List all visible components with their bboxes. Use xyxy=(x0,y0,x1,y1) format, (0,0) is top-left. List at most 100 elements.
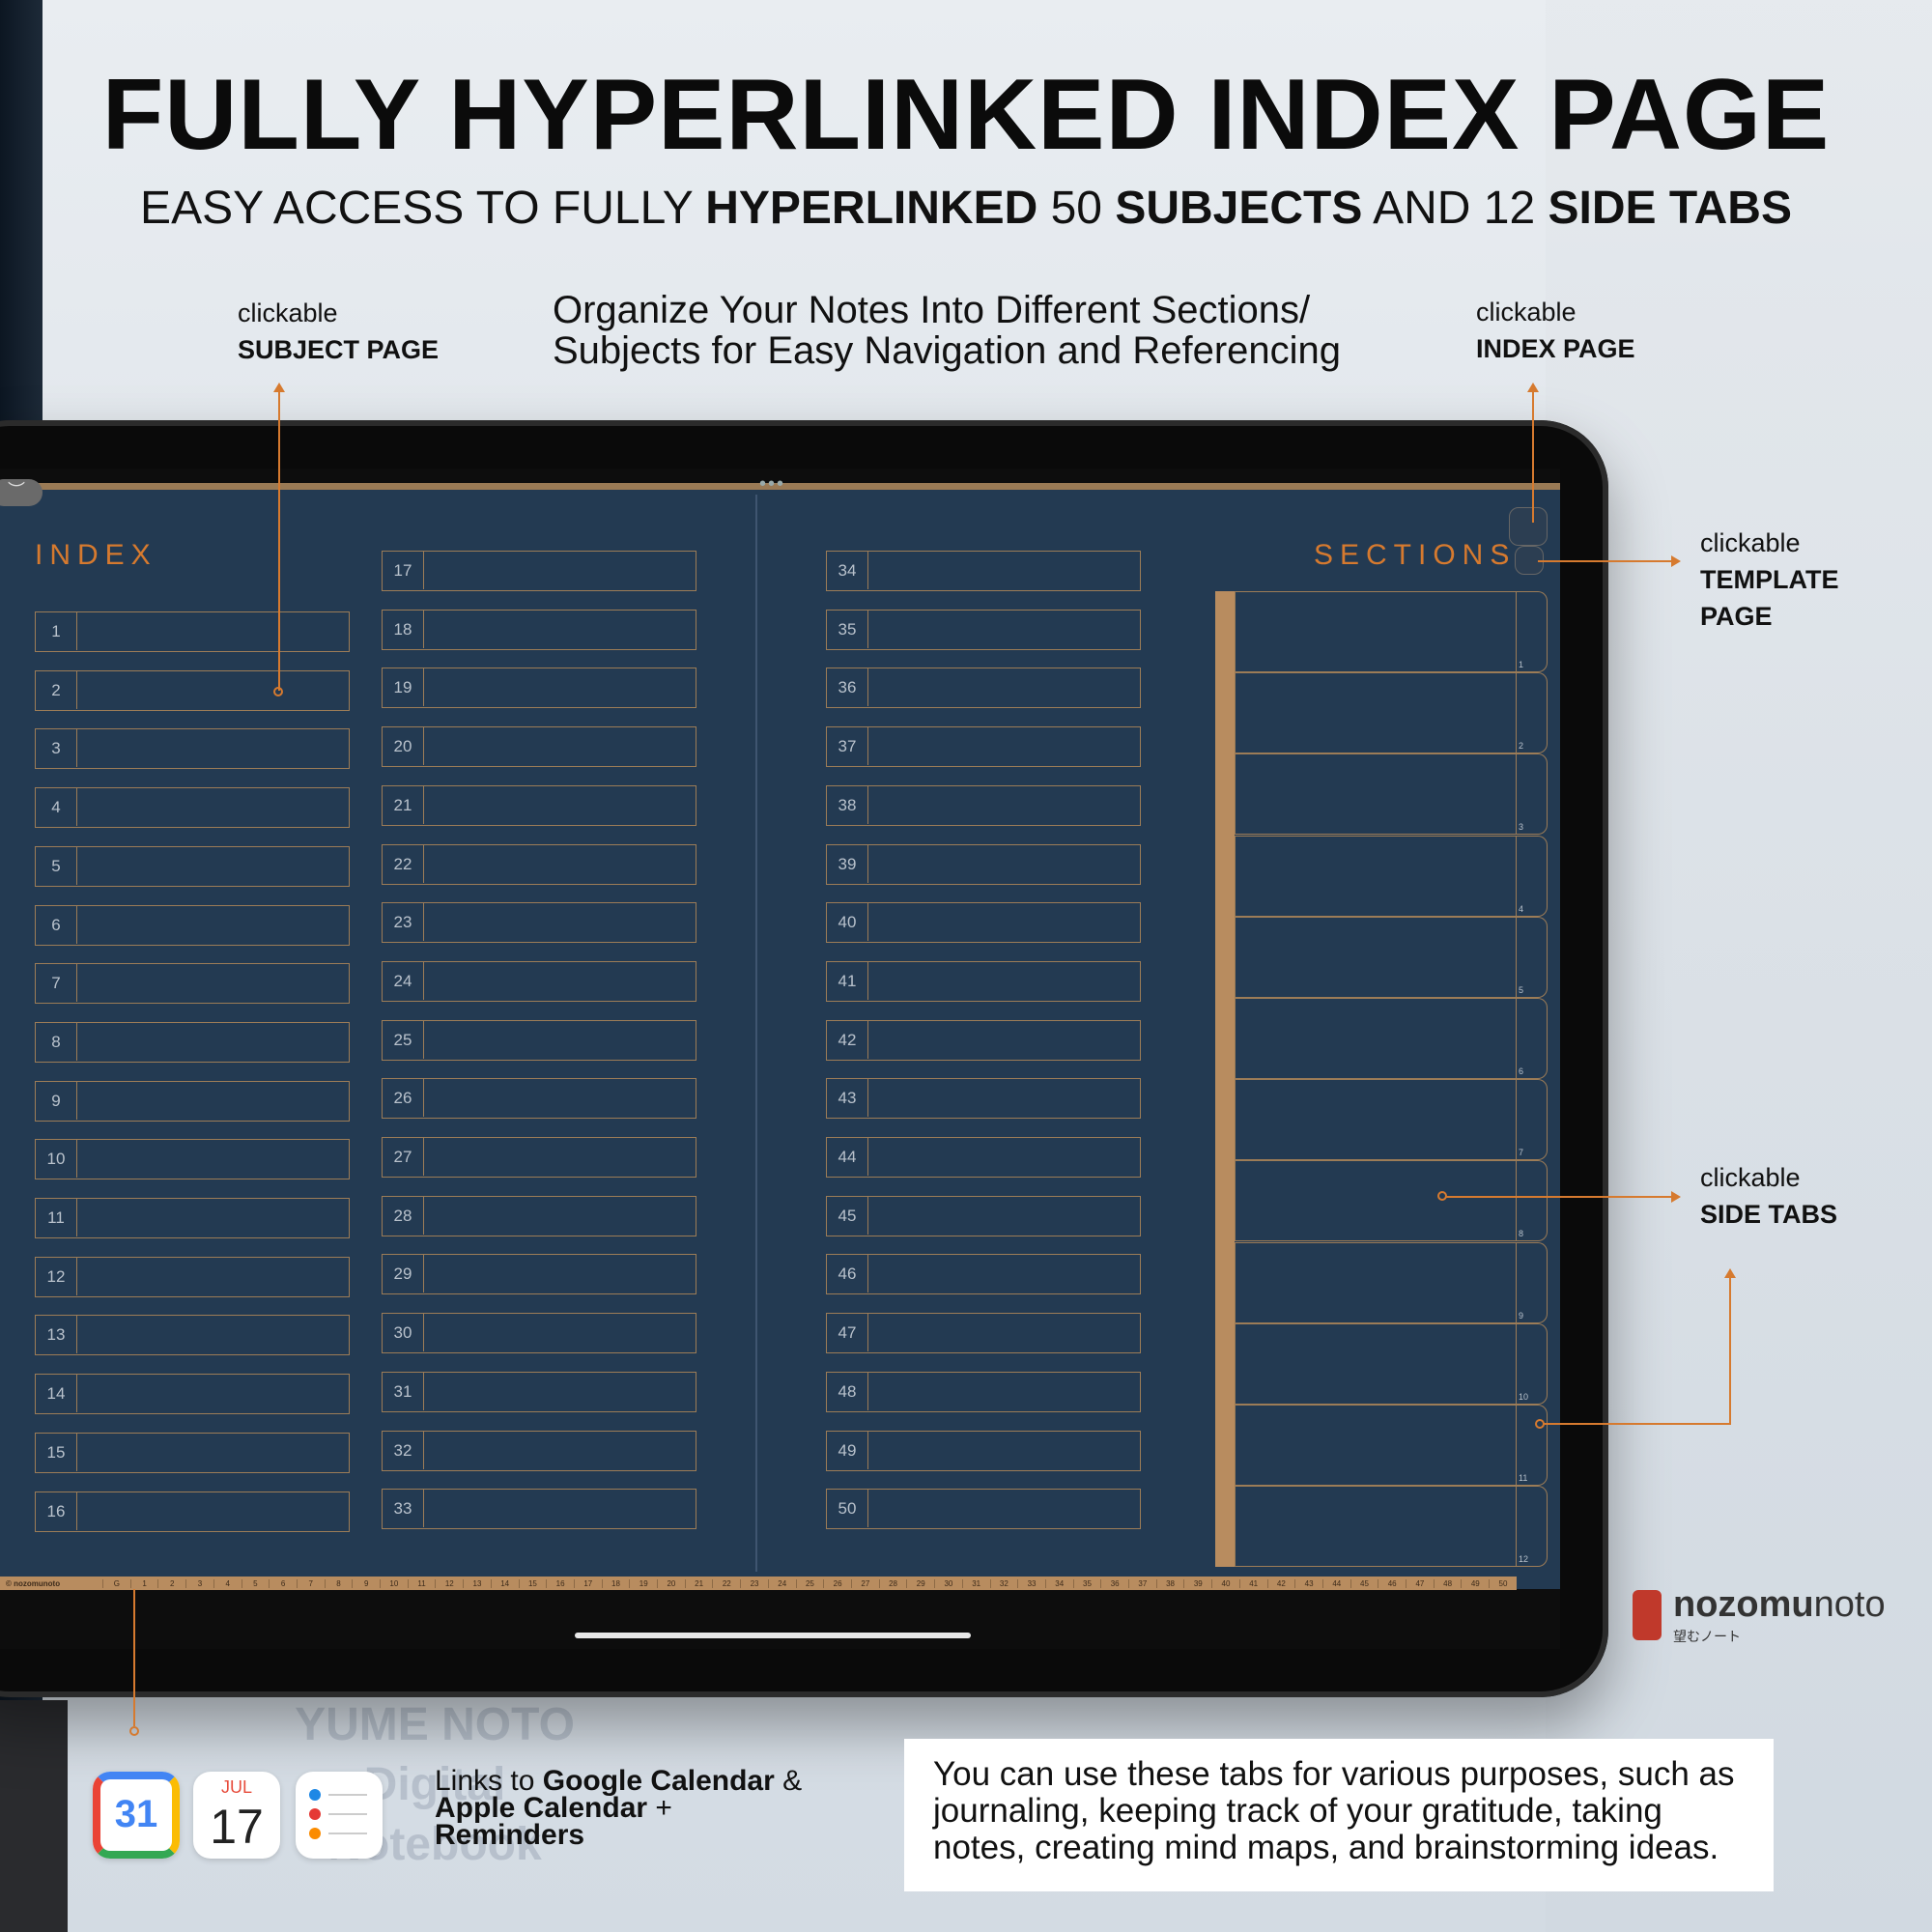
index-subject-row[interactable]: 38 xyxy=(826,784,1141,826)
section-box[interactable] xyxy=(1235,1322,1517,1405)
index-subject-row[interactable]: 17 xyxy=(382,551,696,591)
ruler-subject-tab[interactable]: 28 xyxy=(878,1578,907,1588)
back-chevron-button[interactable]: ︶ xyxy=(0,479,43,506)
index-subject-row[interactable]: 3 xyxy=(35,728,350,770)
side-tab[interactable]: 10 xyxy=(1517,1322,1548,1405)
index-subject-row[interactable]: 34 xyxy=(826,551,1141,591)
ruler-subject-tab[interactable]: 5 xyxy=(241,1578,270,1588)
section-box[interactable] xyxy=(1235,753,1517,836)
ruler-subject-tab[interactable]: 42 xyxy=(1266,1578,1295,1588)
ruler-subject-tab[interactable]: 24 xyxy=(767,1578,796,1588)
index-subject-row[interactable]: 13 xyxy=(35,1315,350,1356)
ruler-subject-tab[interactable]: 36 xyxy=(1100,1578,1128,1588)
ruler-subject-tab[interactable]: 44 xyxy=(1321,1578,1350,1588)
index-subject-row[interactable]: 7 xyxy=(35,963,350,1005)
section-box[interactable] xyxy=(1235,1160,1517,1242)
side-tab[interactable]: 1 xyxy=(1517,591,1548,672)
index-subject-row[interactable]: 14 xyxy=(35,1374,350,1415)
index-subject-row[interactable]: 11 xyxy=(35,1198,350,1238)
index-subject-row[interactable]: 49 xyxy=(826,1430,1141,1471)
section-box[interactable] xyxy=(1235,1486,1517,1568)
index-subject-row[interactable]: 5 xyxy=(35,845,350,887)
ruler-subject-tab[interactable]: 2 xyxy=(157,1578,185,1588)
index-subject-row[interactable]: 27 xyxy=(382,1137,696,1178)
ruler-subject-tab[interactable]: 6 xyxy=(269,1578,297,1588)
index-subject-row[interactable]: 29 xyxy=(382,1254,696,1295)
ruler-subject-tab[interactable]: 50 xyxy=(1489,1578,1517,1588)
ruler-subject-tab[interactable]: 34 xyxy=(1044,1578,1073,1588)
ruler-subject-tab[interactable]: 47 xyxy=(1406,1578,1434,1588)
ruler-subject-tab[interactable]: 8 xyxy=(324,1578,353,1588)
index-subject-row[interactable]: 6 xyxy=(35,904,350,946)
ruler-subject-tab[interactable]: 1 xyxy=(129,1578,158,1588)
index-subject-row[interactable]: 31 xyxy=(382,1371,696,1412)
ruler-subject-tab[interactable]: 25 xyxy=(795,1578,824,1588)
section-box[interactable] xyxy=(1235,998,1517,1079)
ruler-subject-tab[interactable]: 40 xyxy=(1211,1578,1239,1588)
index-subject-row[interactable]: 25 xyxy=(382,1019,696,1061)
side-tab[interactable]: 6 xyxy=(1517,998,1548,1079)
apple-calendar-icon[interactable]: JUL 17 xyxy=(193,1772,280,1859)
index-subject-row[interactable]: 4 xyxy=(35,787,350,829)
ruler-subject-tab[interactable]: 13 xyxy=(463,1578,491,1588)
index-subject-row[interactable]: 50 xyxy=(826,1489,1141,1530)
ruler-subject-tab[interactable]: 27 xyxy=(850,1578,879,1588)
index-subject-row[interactable]: 30 xyxy=(382,1313,696,1354)
index-subject-row[interactable]: 23 xyxy=(382,902,696,944)
index-subject-row[interactable]: 21 xyxy=(382,784,696,826)
index-subject-row[interactable]: 43 xyxy=(826,1078,1141,1120)
index-subject-row[interactable]: 18 xyxy=(382,609,696,650)
ruler-subject-tab[interactable]: 19 xyxy=(629,1578,657,1588)
index-subject-row[interactable]: 40 xyxy=(826,902,1141,944)
ruler-subject-tab[interactable]: 35 xyxy=(1072,1578,1101,1588)
ruler-subject-tab[interactable]: 17 xyxy=(573,1578,602,1588)
section-box[interactable] xyxy=(1235,835,1517,917)
index-subject-row[interactable]: 16 xyxy=(35,1491,350,1532)
ruler-subject-tab[interactable]: 11 xyxy=(407,1578,436,1588)
index-subject-row[interactable]: 19 xyxy=(382,668,696,709)
more-dots-icon[interactable]: ••• xyxy=(759,473,786,495)
index-subject-row[interactable]: 22 xyxy=(382,843,696,885)
side-tab[interactable]: 8 xyxy=(1517,1160,1548,1242)
ruler-subject-tab[interactable]: 33 xyxy=(1017,1578,1045,1588)
ruler-subject-tab[interactable]: 46 xyxy=(1378,1578,1406,1588)
ruler-subject-tab[interactable]: 49 xyxy=(1461,1578,1489,1588)
side-tab[interactable]: 11 xyxy=(1517,1405,1548,1486)
ruler-subject-tab[interactable]: 41 xyxy=(1238,1578,1267,1588)
ruler-subject-tab[interactable]: 45 xyxy=(1350,1578,1378,1588)
ruler-subject-tab[interactable]: 26 xyxy=(823,1578,851,1588)
ruler-subject-tab[interactable]: 18 xyxy=(601,1578,630,1588)
index-subject-row[interactable]: 48 xyxy=(826,1371,1141,1412)
ruler-subject-tab[interactable]: 48 xyxy=(1433,1578,1462,1588)
ruler-subject-tab[interactable]: 15 xyxy=(518,1578,547,1588)
section-box[interactable] xyxy=(1235,1405,1517,1486)
ruler-home-tab[interactable]: G xyxy=(102,1578,130,1588)
ruler-subject-tab[interactable]: 7 xyxy=(296,1578,325,1588)
index-subject-row[interactable]: 2 xyxy=(35,669,350,711)
side-tab[interactable]: 5 xyxy=(1517,916,1548,998)
ruler-subject-tab[interactable]: 4 xyxy=(213,1578,242,1588)
index-subject-row[interactable]: 36 xyxy=(826,668,1141,709)
section-box[interactable] xyxy=(1235,1241,1517,1323)
side-tab[interactable]: 2 xyxy=(1517,672,1548,754)
reminders-icon[interactable] xyxy=(296,1772,383,1859)
index-subject-row[interactable]: 12 xyxy=(35,1256,350,1297)
side-tab[interactable]: 9 xyxy=(1517,1241,1548,1323)
index-subject-row[interactable]: 1 xyxy=(35,611,350,652)
ruler-subject-tab[interactable]: 21 xyxy=(684,1578,713,1588)
index-subject-row[interactable]: 20 xyxy=(382,726,696,768)
index-home-icon[interactable] xyxy=(1509,507,1548,546)
ruler-subject-tab[interactable]: 3 xyxy=(185,1578,213,1588)
ruler-subject-tab[interactable]: 9 xyxy=(352,1578,380,1588)
ruler-subject-tab[interactable]: 31 xyxy=(961,1578,990,1588)
index-subject-row[interactable]: 32 xyxy=(382,1430,696,1471)
side-tab[interactable]: 12 xyxy=(1517,1486,1548,1568)
ruler-subject-tab[interactable]: 37 xyxy=(1128,1578,1156,1588)
google-calendar-icon[interactable]: 31 xyxy=(93,1772,180,1859)
index-subject-row[interactable]: 45 xyxy=(826,1195,1141,1236)
ruler-subject-tab[interactable]: 10 xyxy=(380,1578,408,1588)
side-tab[interactable]: 3 xyxy=(1517,753,1548,836)
section-box[interactable] xyxy=(1235,1079,1517,1161)
index-subject-row[interactable]: 10 xyxy=(35,1139,350,1180)
section-box[interactable] xyxy=(1235,916,1517,998)
